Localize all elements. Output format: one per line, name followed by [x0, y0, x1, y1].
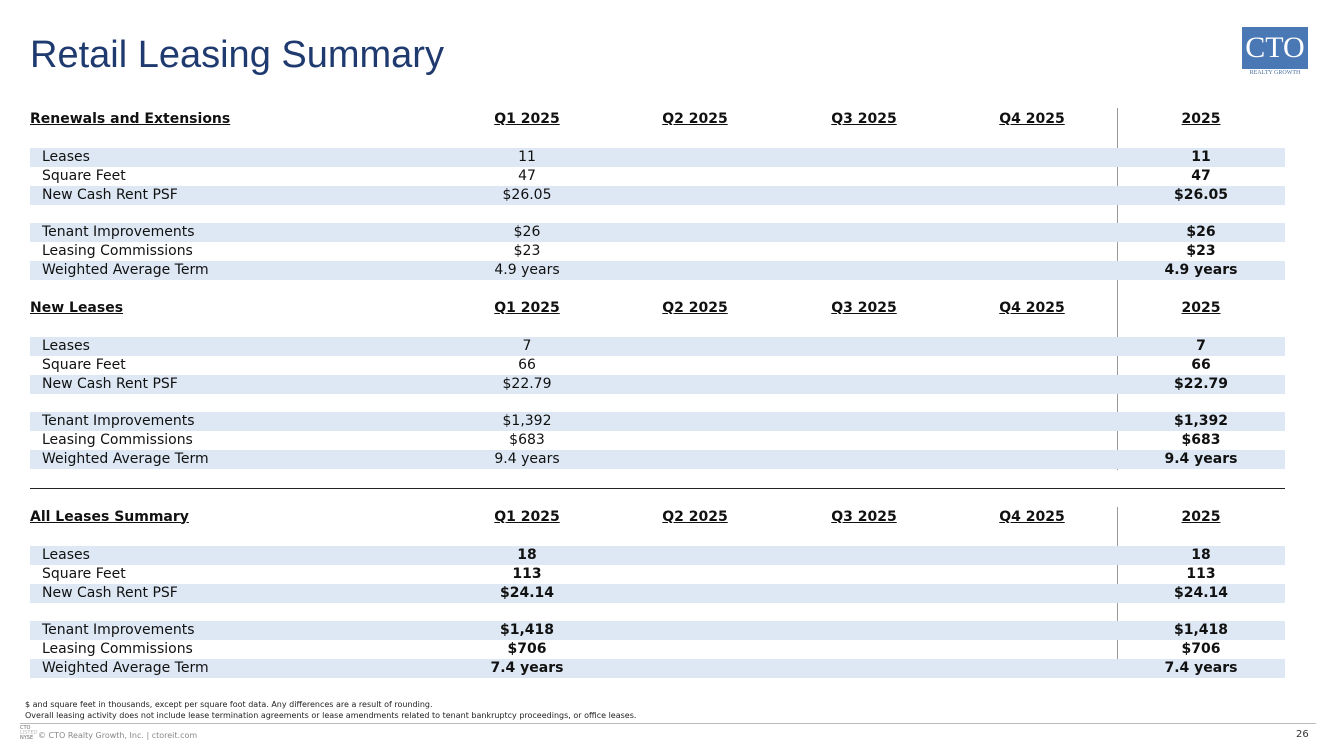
section-title: New Leases [30, 299, 124, 316]
total-value: $683 [1181, 431, 1221, 448]
total-value: $1,418 [1173, 621, 1229, 638]
total-value: $22.79 [1173, 375, 1229, 392]
row-label: Weighted Average Term [42, 659, 209, 676]
q1-value: 7.4 years [490, 659, 564, 676]
row-band [30, 620, 1285, 640]
column-header: 2025 [1181, 299, 1221, 316]
row-band [30, 658, 1285, 678]
row-label: Leases [42, 148, 90, 165]
q1-value: $683 [509, 431, 545, 448]
row-band [30, 374, 1285, 394]
row-label: Leasing Commissions [42, 640, 193, 657]
section-title: All Leases Summary [30, 508, 189, 525]
total-value: 66 [1191, 356, 1211, 373]
footnote: Overall leasing activity does not includ… [25, 711, 637, 720]
row-band [30, 545, 1285, 565]
q1-value: 11 [518, 148, 536, 165]
column-header: Q3 2025 [831, 508, 897, 525]
footnote: $ and square feet in thousands, except p… [25, 700, 433, 709]
page-number: 26 [1296, 729, 1309, 740]
total-value: 18 [1191, 546, 1211, 563]
logo-tagline: REALTY GROWTH [1249, 70, 1301, 76]
total-value: $26.05 [1173, 186, 1229, 203]
row-band [30, 411, 1285, 431]
total-value: $1,392 [1173, 412, 1229, 429]
row-label: Leases [42, 337, 90, 354]
q1-value: $706 [507, 640, 547, 657]
q1-value: $26.05 [502, 186, 552, 203]
row-label: Leasing Commissions [42, 431, 193, 448]
row-label: New Cash Rent PSF [42, 186, 178, 203]
q1-value: 7 [522, 337, 532, 354]
row-band [30, 583, 1285, 603]
total-value: $24.14 [1173, 584, 1229, 601]
footer-badge: CTO LISTED NYSE [20, 726, 38, 741]
row-label: Square Feet [42, 167, 126, 184]
column-header: 2025 [1181, 110, 1221, 127]
q1-value: $26 [513, 223, 541, 240]
row-label: Leasing Commissions [42, 242, 193, 259]
q1-value: $22.79 [502, 375, 552, 392]
total-value: 9.4 years [1164, 450, 1238, 467]
row-label: Weighted Average Term [42, 450, 209, 467]
divider [1117, 108, 1118, 470]
row-band [30, 449, 1285, 469]
row-label: Square Feet [42, 356, 126, 373]
total-value: $706 [1181, 640, 1221, 657]
column-header: Q4 2025 [999, 508, 1065, 525]
column-header: Q4 2025 [999, 110, 1065, 127]
total-value: 113 [1186, 565, 1216, 582]
footer-rule [20, 723, 1316, 724]
q1-value: $1,392 [502, 412, 552, 429]
row-label: New Cash Rent PSF [42, 584, 178, 601]
total-value: 7 [1196, 337, 1206, 354]
q1-value: 18 [517, 546, 537, 563]
row-label: Weighted Average Term [42, 261, 209, 278]
copyright: © CTO Realty Growth, Inc. | ctoreit.com [38, 731, 198, 740]
q1-value: $23 [513, 242, 541, 259]
row-band [30, 185, 1285, 205]
total-value: 11 [1191, 148, 1211, 165]
column-header: Q1 2025 [494, 110, 560, 127]
logo: CTO [1242, 27, 1308, 69]
column-header: Q2 2025 [662, 299, 728, 316]
row-label: Tenant Improvements [42, 621, 195, 638]
row-label: New Cash Rent PSF [42, 375, 178, 392]
total-value: $23 [1186, 242, 1216, 259]
slide-title: Retail Leasing Summary [30, 34, 444, 76]
total-value: $26 [1186, 223, 1216, 240]
row-band [30, 222, 1285, 242]
q1-value: 47 [518, 167, 536, 184]
column-header: Q1 2025 [494, 299, 560, 316]
separator [30, 488, 1285, 489]
total-value: 4.9 years [1164, 261, 1238, 278]
q1-value: $24.14 [499, 584, 555, 601]
column-header: Q1 2025 [494, 508, 560, 525]
row-label: Tenant Improvements [42, 412, 195, 429]
q1-value: $1,418 [499, 621, 555, 638]
section-title: Renewals and Extensions [30, 110, 231, 127]
q1-value: 9.4 years [494, 450, 560, 467]
row-label: Tenant Improvements [42, 223, 195, 240]
column-header: Q4 2025 [999, 299, 1065, 316]
badge-line: LISTED [20, 730, 38, 736]
row-band [30, 147, 1285, 167]
row-band [30, 260, 1285, 280]
q1-value: 4.9 years [494, 261, 560, 278]
q1-value: 113 [512, 565, 542, 582]
row-label: Leases [42, 546, 90, 563]
badge-line: CTO [20, 725, 31, 731]
column-header: 2025 [1181, 508, 1221, 525]
column-header: Q2 2025 [662, 110, 728, 127]
total-value: 47 [1191, 167, 1211, 184]
row-label: Square Feet [42, 565, 126, 582]
column-header: Q3 2025 [831, 110, 897, 127]
badge-line: NYSE [20, 735, 34, 741]
total-value: 7.4 years [1164, 659, 1238, 676]
column-header: Q2 2025 [662, 508, 728, 525]
row-band [30, 336, 1285, 356]
column-header: Q3 2025 [831, 299, 897, 316]
q1-value: 66 [518, 356, 536, 373]
